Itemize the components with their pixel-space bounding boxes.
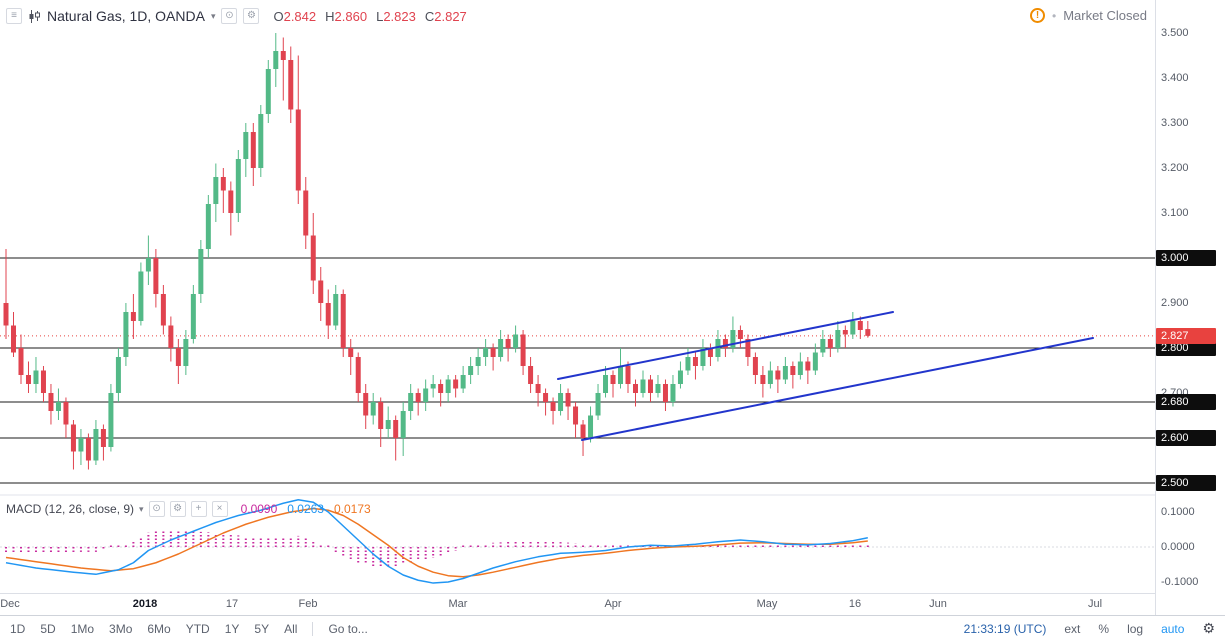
bottom-toolbar: 1D 5D 1Mo 3Mo 6Mo YTD 1Y 5Y All Go to... 21:33:1… [0, 615, 1225, 641]
mode-ext[interactable]: ext [1064, 621, 1081, 636]
price-tick: 3.500 [1161, 27, 1189, 39]
time-label: Mar [448, 598, 468, 610]
high-value: 2.860 [334, 8, 368, 24]
high-label: H [325, 8, 335, 24]
time-label: Apr [604, 598, 622, 610]
macd-line-value: 0.0263 [287, 502, 324, 516]
close-label: C [424, 8, 435, 24]
range-3mo[interactable]: 3Mo [109, 621, 133, 636]
range-all[interactable]: All [284, 621, 298, 636]
time-axis[interactable]: Dec 2018 17 Feb Mar Apr May 16 Jun Jul [0, 593, 1155, 615]
macd-tick: 0.0000 [1161, 541, 1195, 553]
price-tick: 3.400 [1161, 72, 1189, 84]
price-axis[interactable]: 3.500 3.400 3.300 3.200 3.100 2.900 2.700 3.000… [1155, 0, 1225, 615]
range-ytd[interactable]: YTD [185, 621, 210, 636]
macd-tick: -0.1000 [1161, 576, 1199, 588]
macd-close-icon[interactable]: × [211, 501, 228, 517]
macd-eye-icon[interactable]: ⊙ [148, 501, 165, 517]
time-label: Feb [298, 598, 318, 610]
toolbar-divider [312, 621, 314, 636]
macd-title[interactable]: MACD (12, 26, close, 9) [6, 502, 135, 516]
range-1d[interactable]: 1D [10, 621, 26, 636]
scale-controls: 21:33:19 (UTC) ext% log auto ⚙ [964, 620, 1215, 637]
candlestick-style-icon[interactable] [28, 9, 41, 23]
price-tick: 2.900 [1161, 297, 1189, 309]
panel-menu-icon[interactable]: ≡ [6, 8, 22, 24]
macd-dropdown-caret[interactable]: ▾ [139, 503, 144, 514]
goto-button[interactable]: Go to... [328, 621, 368, 636]
price-tick: 3.100 [1161, 207, 1189, 219]
time-label: 2018 [132, 598, 158, 610]
time-label: Jul [1087, 598, 1103, 610]
clock-readout[interactable]: 21:33:19 (UTC) [963, 621, 1047, 636]
price-level-label: 2.600 [1156, 430, 1216, 446]
market-alert-icon: ! [1029, 8, 1045, 23]
macd-signal-value: 0.0173 [333, 502, 371, 516]
range-5d[interactable]: 5D [40, 621, 56, 636]
price-tick: 3.300 [1161, 117, 1189, 129]
open-value: 2.842 [283, 8, 317, 24]
open-label: O [273, 8, 284, 24]
price-level-label: 2.800 [1156, 340, 1216, 356]
low-label: L [376, 8, 384, 24]
scale-mode-buttons: ext% log auto [1064, 622, 1184, 636]
status-dot-icon: • [1051, 8, 1057, 23]
range-1y[interactable]: 1Y [224, 621, 240, 636]
macd-legend: MACD (12, 26, close, 9) ▾ ⊙ ⚙ + × 0.0090… [6, 501, 371, 517]
macd-gear-icon[interactable]: ⚙ [169, 501, 186, 517]
range-1mo[interactable]: 1Mo [70, 621, 95, 636]
symbol-dropdown-caret[interactable]: ▾ [210, 10, 216, 21]
macd-tick: 0.1000 [1161, 506, 1195, 518]
mode-log[interactable]: log [1127, 621, 1144, 636]
macd-histogram-value: 0.0090 [240, 502, 278, 516]
symbol-title[interactable]: Natural Gas, 1D, OANDA [47, 8, 205, 24]
market-status-text: Market Closed [1063, 8, 1147, 23]
market-status: ! • Market Closed [1029, 8, 1147, 23]
settings-gear-icon[interactable]: ⚙ [1202, 620, 1215, 636]
gear-icon[interactable]: ⚙ [243, 8, 260, 24]
range-selector: 1D 5D 1Mo 3Mo 6Mo YTD 1Y 5Y All Go to... [10, 621, 368, 636]
eye-icon[interactable]: ⊙ [221, 8, 238, 24]
price-level-label: 2.500 [1156, 475, 1216, 491]
time-label: Jun [929, 598, 947, 610]
range-6mo[interactable]: 6Mo [147, 621, 171, 636]
mode-%[interactable]: % [1098, 621, 1110, 636]
price-level-label: 3.000 [1156, 250, 1216, 266]
close-value: 2.827 [434, 8, 467, 24]
current-price-label: 2.827 [1156, 327, 1216, 344]
range-5y[interactable]: 5Y [254, 621, 270, 636]
ohlc-readout: O 2.842 H 2.860 L 2.823 C 2.827 [273, 9, 466, 24]
price-tick: 3.200 [1161, 162, 1189, 174]
macd-add-icon[interactable]: + [190, 501, 207, 517]
time-label: Dec [0, 598, 20, 610]
main-chart-canvas[interactable] [0, 0, 1155, 593]
range-buttons: 1D 5D 1Mo 3Mo 6Mo YTD 1Y 5Y All [10, 622, 297, 636]
time-label: 17 [225, 598, 239, 610]
mode-auto[interactable]: auto [1161, 621, 1185, 636]
macd-values: 0.0090 0.0263 0.0173 [241, 502, 371, 516]
time-label: May [756, 598, 778, 610]
low-value: 2.823 [383, 8, 416, 24]
time-label: 16 [848, 598, 862, 610]
price-level-label: 2.680 [1156, 394, 1216, 410]
